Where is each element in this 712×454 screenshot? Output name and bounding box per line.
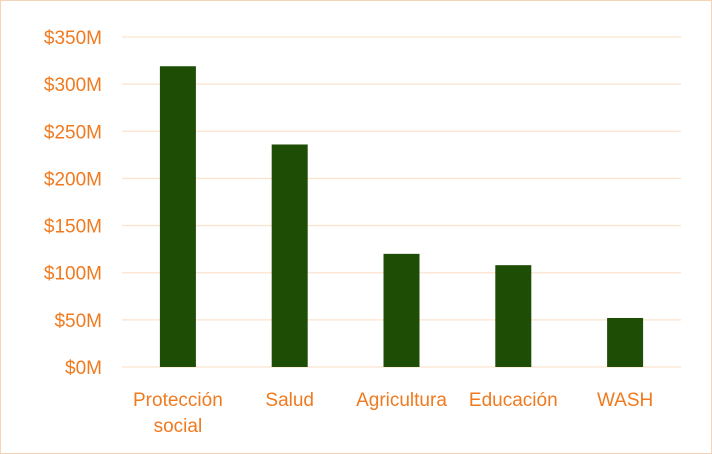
y-tick-label: $300M xyxy=(44,75,102,96)
y-tick-label: $350M xyxy=(44,28,102,49)
bar xyxy=(495,265,532,367)
y-tick-label: $250M xyxy=(44,122,102,143)
bar xyxy=(271,144,308,367)
bar xyxy=(607,317,644,367)
x-category-label: Agricultura xyxy=(356,390,447,411)
x-axis-category-labels: Protección social Salud Agricultura Educació… xyxy=(133,390,653,437)
y-tick-label: $0M xyxy=(65,358,102,379)
y-axis-tick-labels: $0M $50M $100M $150M $200M $250M $300M $350M xyxy=(44,28,102,379)
bars xyxy=(159,66,644,367)
y-tick-label: $100M xyxy=(44,264,102,285)
x-category-label: WASH xyxy=(597,390,653,411)
y-tick-label: $200M xyxy=(44,169,102,190)
bar xyxy=(159,66,196,367)
x-category-label: Educación xyxy=(469,390,558,411)
y-tick-label: $150M xyxy=(44,217,102,238)
y-tick-label: $50M xyxy=(54,311,102,332)
bar xyxy=(383,253,420,367)
x-category-label: Protección social xyxy=(133,390,223,437)
x-category-label: Salud xyxy=(265,390,314,411)
